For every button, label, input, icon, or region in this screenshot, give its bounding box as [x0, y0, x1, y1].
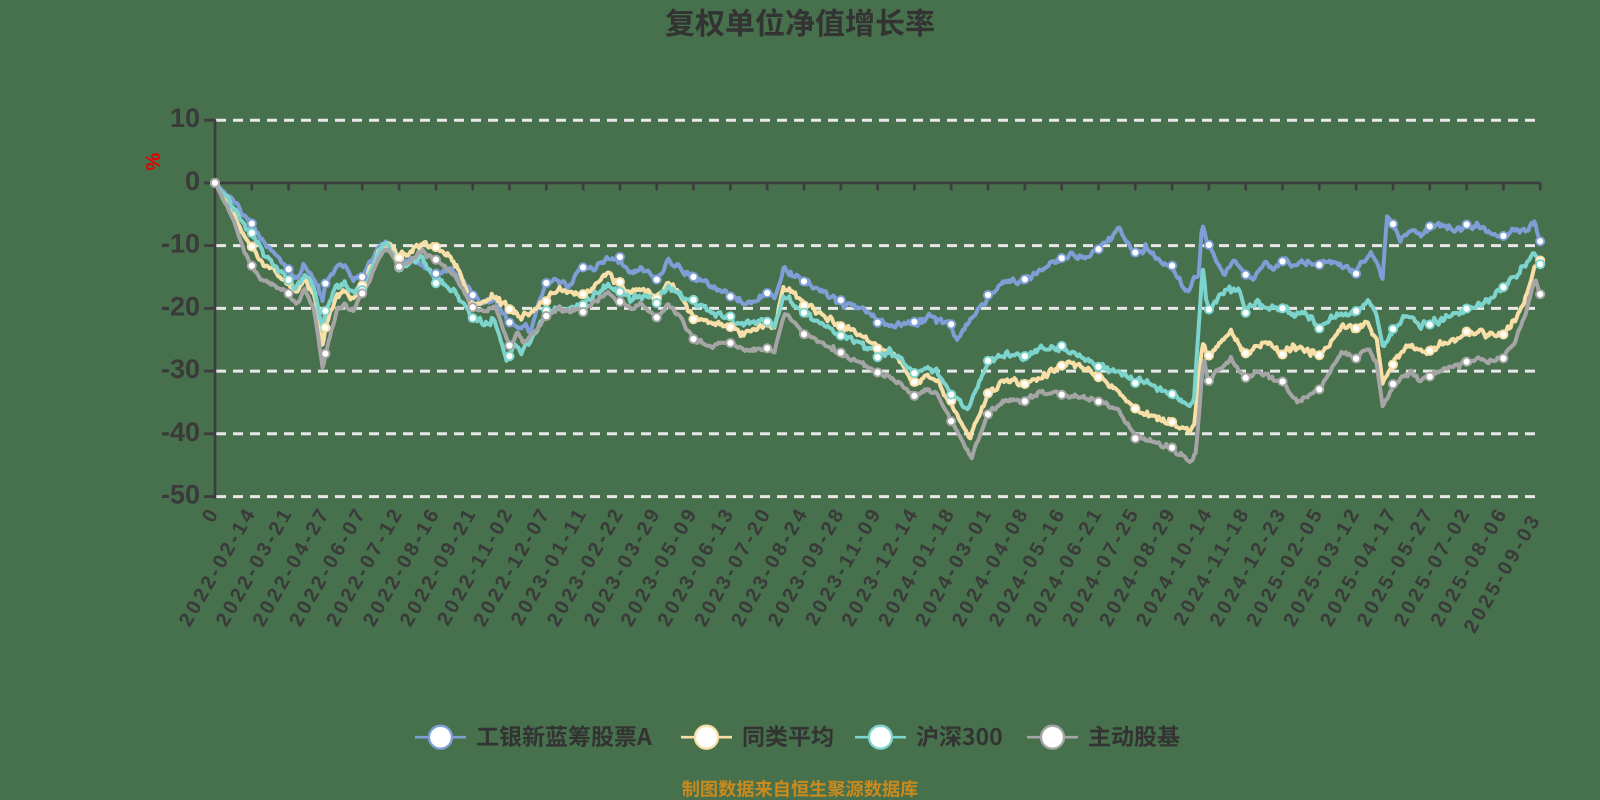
svg-text:-50: -50 — [161, 480, 200, 510]
svg-text:-40: -40 — [161, 417, 200, 447]
svg-text:-30: -30 — [161, 354, 200, 384]
svg-text:0: 0 — [185, 166, 200, 196]
svg-text:-20: -20 — [161, 291, 200, 321]
svg-text:%: % — [143, 153, 165, 171]
svg-text:10: 10 — [170, 103, 200, 133]
svg-text:-10: -10 — [161, 229, 200, 259]
